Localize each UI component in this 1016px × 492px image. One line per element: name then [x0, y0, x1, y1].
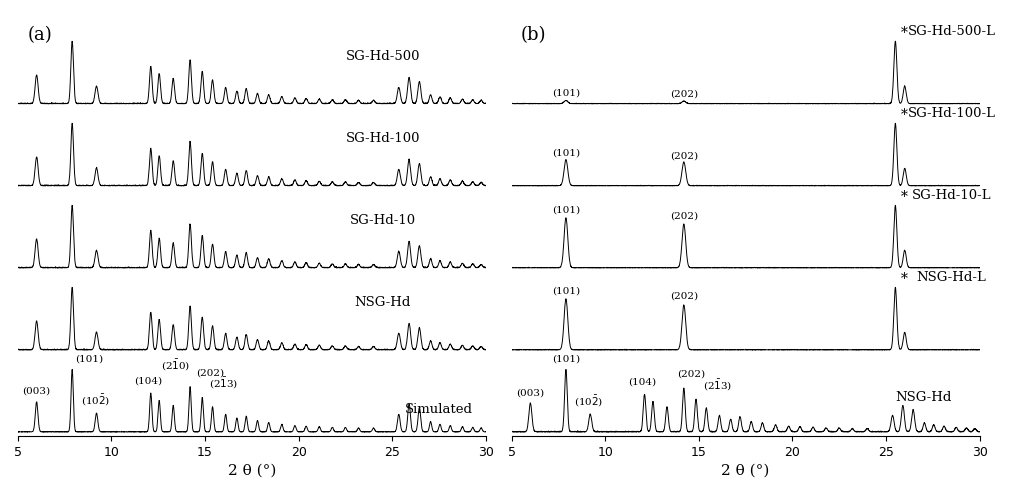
- Text: (101): (101): [552, 89, 580, 97]
- Text: Simulated: Simulated: [405, 403, 473, 416]
- X-axis label: 2 θ (°): 2 θ (°): [721, 464, 770, 478]
- Text: (101): (101): [552, 286, 580, 295]
- Text: NSG-Hd-L: NSG-Hd-L: [916, 271, 987, 284]
- Text: (101): (101): [552, 355, 580, 364]
- Text: *: *: [901, 108, 908, 122]
- Text: *: *: [901, 26, 908, 40]
- Text: (202): (202): [670, 292, 698, 301]
- Text: (10$\bar{2}$): (10$\bar{2}$): [81, 394, 110, 408]
- Text: (202): (202): [197, 368, 225, 377]
- Text: (202): (202): [670, 212, 698, 221]
- Text: SG-Hd-10-L: SG-Hd-10-L: [911, 189, 992, 202]
- Text: (2$\bar{1}$0): (2$\bar{1}$0): [162, 358, 191, 373]
- Text: NSG-Hd: NSG-Hd: [355, 296, 411, 309]
- Text: (202): (202): [670, 89, 698, 98]
- Text: NSG-Hd: NSG-Hd: [895, 391, 952, 404]
- Text: (a): (a): [27, 27, 52, 45]
- Text: (101): (101): [75, 355, 103, 364]
- Text: SG-Hd-100-L: SG-Hd-100-L: [907, 107, 996, 120]
- Text: (003): (003): [516, 389, 545, 398]
- Text: (104): (104): [134, 376, 162, 385]
- Text: SG-Hd-500: SG-Hd-500: [345, 50, 421, 63]
- Text: (101): (101): [552, 206, 580, 215]
- Text: (10$\bar{2}$): (10$\bar{2}$): [574, 394, 602, 409]
- Text: (104): (104): [628, 377, 655, 387]
- Text: SG-Hd-10: SG-Hd-10: [350, 214, 416, 227]
- Text: (202): (202): [678, 370, 705, 379]
- Text: *: *: [901, 190, 908, 204]
- Text: (b): (b): [521, 27, 547, 45]
- Text: (2$\bar{1}$3): (2$\bar{1}$3): [703, 378, 732, 393]
- Text: *: *: [901, 272, 908, 286]
- Text: (2$\bar{1}$3): (2$\bar{1}$3): [209, 376, 238, 391]
- X-axis label: 2 θ (°): 2 θ (°): [228, 464, 276, 478]
- Text: (003): (003): [22, 386, 51, 395]
- Text: SG-Hd-100: SG-Hd-100: [345, 132, 421, 145]
- Text: (202): (202): [670, 152, 698, 161]
- Text: SG-Hd-500-L: SG-Hd-500-L: [907, 25, 996, 38]
- Text: (101): (101): [552, 149, 580, 157]
